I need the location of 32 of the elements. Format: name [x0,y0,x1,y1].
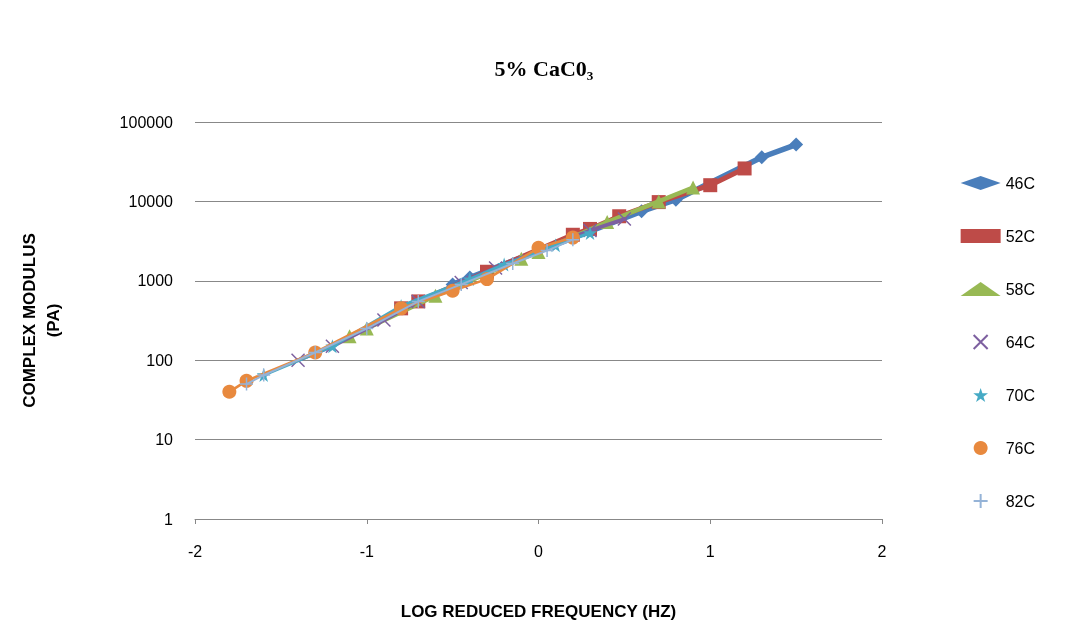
y-tick-label: 1000 [137,272,174,290]
legend-label: 64C [1005,333,1036,351]
point [737,161,752,176]
y-tick-label: 100 [146,351,174,369]
x-tick-label: 1 [705,542,715,560]
x-tick-label: 0 [534,542,544,560]
chart-title: 5% CaC0₃ [494,55,594,81]
point [290,352,306,368]
point [617,211,632,227]
y-tick-label: 10000 [128,192,174,210]
point [239,376,254,392]
point [703,178,718,193]
legend-label: 76C [1005,439,1036,457]
point [789,137,804,152]
point [222,384,237,399]
y-axis-title: COMPLEX MODULUS (PA) [19,233,63,408]
legend-label: 52C [1005,227,1036,245]
x-tick-label: -2 [187,542,203,560]
legend-label: 58C [1005,280,1036,298]
point [539,243,555,258]
legend-label: 46C [1005,174,1036,192]
legend-label: 82C [1005,492,1036,510]
y-tick-label: 100000 [119,113,174,131]
point [686,180,701,195]
point [505,256,520,271]
y-tick-label: 10 [155,431,174,449]
x-tick-label: -1 [359,542,374,560]
point [754,150,769,165]
legend-label: 70C [1005,386,1036,404]
y-tick-label: 1 [164,510,174,528]
x-tick-label: 2 [877,542,887,560]
x-axis-title: LOG REDUCED FREQUENCY (HZ) [400,602,677,621]
